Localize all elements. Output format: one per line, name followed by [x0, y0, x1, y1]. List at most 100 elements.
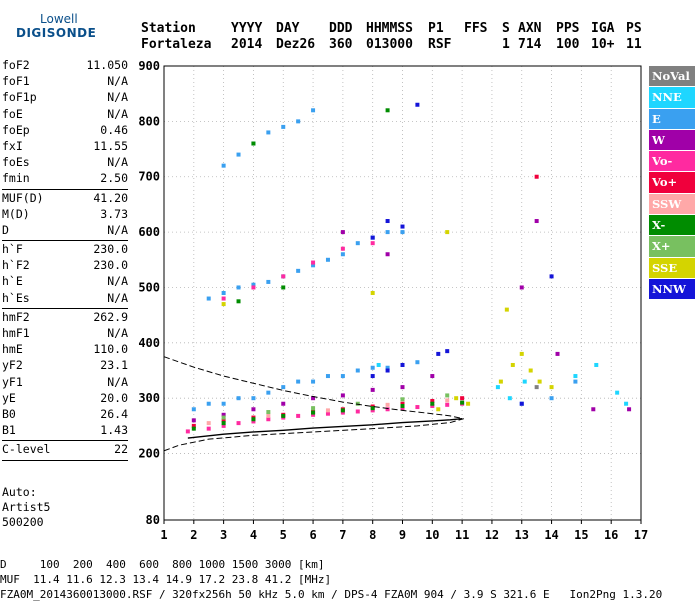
- footer-info: D 100 200 400 600 800 1000 1500 3000 [km…: [0, 558, 700, 603]
- y-tick-label: 80: [146, 513, 160, 527]
- data-point: [281, 285, 286, 290]
- data-point: [370, 406, 375, 411]
- footer-file-row: FZA0M_2014360013000.RSF / 320fx256h 50 k…: [0, 588, 663, 601]
- x-tick-label: 17: [634, 528, 648, 542]
- data-point: [370, 235, 375, 240]
- param-row: yF1 N/A: [2, 375, 128, 391]
- data-point: [400, 401, 405, 406]
- param-value: N/A: [107, 74, 128, 89]
- data-point: [340, 393, 345, 398]
- logo-line1: Lowell: [40, 12, 78, 26]
- y-tick-label: 400: [138, 336, 160, 350]
- param-name: yE: [2, 390, 16, 405]
- header-value: 714: [518, 37, 542, 52]
- data-point: [549, 274, 554, 279]
- data-point: [436, 351, 441, 356]
- param-name: hmF1: [2, 326, 30, 340]
- param-row: h`F2 230.0: [2, 258, 128, 274]
- data-point: [534, 174, 539, 179]
- header-label: S: [502, 21, 510, 36]
- param-value: N/A: [107, 106, 128, 121]
- x-tick-label: 4: [250, 528, 257, 542]
- header-label: HHMMSS: [366, 21, 413, 36]
- header-label: PS: [626, 21, 642, 36]
- param-row: yF2 23.1: [2, 358, 128, 374]
- data-point: [325, 257, 330, 262]
- ionogram-plot: 1 2 3 4 5 6 7 8 9 10 11 12 13 14 15 16 17802003004005006…: [138, 59, 648, 542]
- param-row: hmF2 262.9: [2, 310, 128, 326]
- data-point: [591, 407, 596, 412]
- data-point: [266, 130, 271, 135]
- data-point: [460, 396, 465, 401]
- data-point: [430, 403, 435, 408]
- data-point: [376, 362, 381, 367]
- data-point: [221, 412, 226, 417]
- data-point: [400, 224, 405, 229]
- data-point: [400, 230, 405, 235]
- data-point: [236, 285, 241, 290]
- header-label: AXN: [518, 21, 542, 36]
- data-point: [498, 379, 503, 384]
- data-point: [415, 102, 420, 107]
- header-label: DDD: [329, 21, 353, 36]
- param-value: N/A: [107, 326, 128, 340]
- param-name: B1: [2, 423, 16, 438]
- data-point: [624, 401, 629, 406]
- data-point: [385, 252, 390, 257]
- data-point: [510, 362, 515, 367]
- param-separator: [2, 440, 128, 442]
- data-point: [385, 368, 390, 373]
- data-point: [266, 410, 271, 415]
- data-point: [311, 410, 316, 415]
- header-value: RSF: [428, 37, 452, 52]
- x-tick-label: 11: [455, 528, 469, 542]
- param-row: foE N/A: [2, 107, 128, 123]
- legend-item: NNW: [649, 278, 695, 300]
- param-value: 11.55: [93, 138, 128, 153]
- param-row: fxI 11.55: [2, 139, 128, 155]
- logo-line2: DIGISONDE: [16, 26, 97, 40]
- param-value: 230.0: [93, 258, 128, 273]
- data-point: [266, 413, 271, 418]
- footer-distance-row: D 100 200 400 600 800 1000 1500 3000 [km…: [0, 558, 325, 571]
- data-point: [251, 285, 256, 290]
- param-value: 262.9: [93, 309, 128, 324]
- autoscaling-info: Auto: Artist5 500200: [2, 485, 50, 530]
- x-tick-label: 15: [574, 528, 588, 542]
- x-tick-label: 3: [220, 528, 227, 542]
- x-tick-label: 8: [369, 528, 376, 542]
- data-point: [281, 124, 286, 129]
- data-point: [385, 365, 390, 370]
- data-point: [191, 423, 196, 428]
- param-separator: [2, 307, 128, 309]
- data-point: [266, 279, 271, 284]
- footer-muf-row: MUF 11.4 11.6 12.3 13.4 14.9 17.2 23.8 4…: [0, 573, 332, 586]
- data-point: [236, 421, 241, 426]
- header-label: YYYY: [231, 21, 263, 36]
- data-point: [281, 401, 286, 406]
- header-value: 360: [329, 37, 353, 52]
- legend-item: Vo-: [649, 151, 695, 172]
- data-point: [445, 230, 450, 235]
- data-point: [436, 407, 441, 412]
- data-point: [221, 423, 226, 428]
- header-value: 1: [502, 37, 510, 52]
- header-value: 100: [556, 37, 580, 52]
- data-point: [519, 401, 524, 406]
- param-name: yF1: [2, 374, 23, 389]
- data-point: [400, 385, 405, 390]
- param-row: hmF1 N/A: [2, 326, 128, 342]
- virtual-height-trace: [187, 417, 463, 439]
- x-tick-label: 2: [190, 528, 197, 542]
- y-tick-label: 600: [138, 225, 160, 239]
- data-point: [370, 387, 375, 392]
- auto-program: Artist5: [2, 500, 51, 514]
- param-value: 23.1: [100, 358, 128, 373]
- data-point: [519, 351, 524, 356]
- data-point: [549, 385, 554, 390]
- param-row: B0 26.4: [2, 407, 128, 423]
- data-point: [385, 402, 390, 407]
- data-point: [355, 409, 360, 414]
- param-name: B0: [2, 406, 16, 421]
- header-label: PPS: [556, 21, 580, 36]
